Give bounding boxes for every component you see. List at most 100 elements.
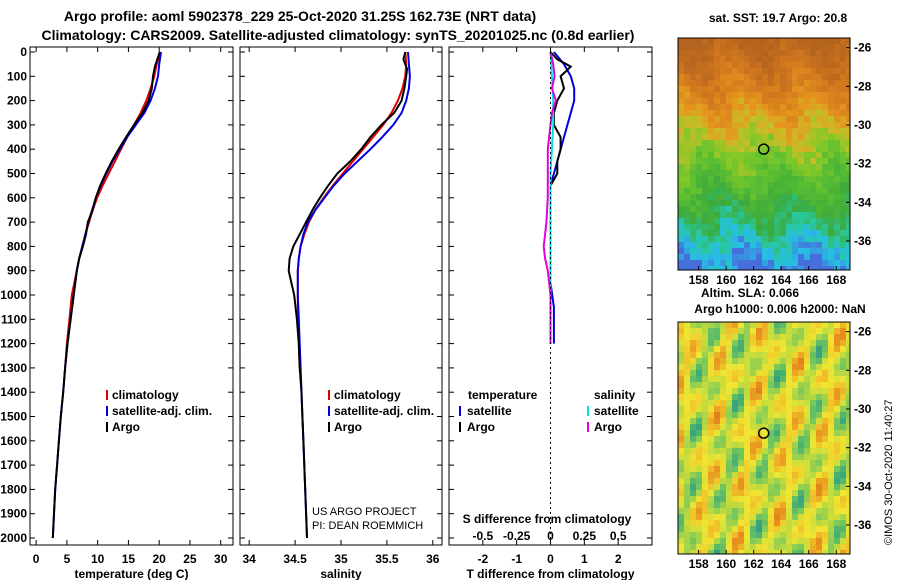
map-cell xyxy=(768,550,774,554)
map-cell xyxy=(714,122,720,128)
map-cell xyxy=(690,406,696,412)
map-cell xyxy=(804,508,810,514)
map-cell xyxy=(804,370,810,376)
map-cell xyxy=(690,164,696,170)
map-cell xyxy=(798,358,804,364)
map-cell xyxy=(846,56,850,62)
map-cell xyxy=(720,328,726,334)
map-cell xyxy=(792,322,798,328)
map-cell xyxy=(684,110,690,116)
map-cell xyxy=(744,110,750,116)
y-tick-label: 700 xyxy=(7,215,27,229)
x-axis-label: temperature (deg C) xyxy=(74,567,188,580)
map-cell xyxy=(834,496,840,502)
map-cell xyxy=(720,430,726,436)
map-cell xyxy=(840,56,846,62)
map-cell xyxy=(816,218,822,224)
map-cell xyxy=(792,346,798,352)
map-cell xyxy=(792,218,798,224)
map-cell xyxy=(684,182,690,188)
map-cell xyxy=(840,242,846,248)
map-cell xyxy=(780,520,786,526)
map-cell xyxy=(732,254,738,260)
x-tick-label: 35.5 xyxy=(375,552,399,566)
map-cell xyxy=(816,550,822,554)
map-cell xyxy=(798,128,804,134)
map-cell xyxy=(726,158,732,164)
map-cell xyxy=(768,218,774,224)
map-cell xyxy=(834,484,840,490)
map-cell xyxy=(738,340,744,346)
map-cell xyxy=(726,146,732,152)
map-cell xyxy=(732,340,738,346)
map-cell xyxy=(762,514,768,520)
map-cell xyxy=(762,436,768,442)
map-cell xyxy=(786,550,792,554)
map-cell xyxy=(762,454,768,460)
map-cell xyxy=(684,352,690,358)
map-cell xyxy=(798,526,804,532)
map-cell xyxy=(846,236,850,242)
map-cell xyxy=(714,200,720,206)
map-cell xyxy=(804,418,810,424)
map-cell xyxy=(756,376,762,382)
map-cell xyxy=(804,68,810,74)
map-cell xyxy=(720,236,726,242)
map-cell xyxy=(768,248,774,254)
map-cell xyxy=(678,526,684,532)
map-cell xyxy=(762,182,768,188)
map-cell xyxy=(834,146,840,152)
map-cell xyxy=(732,146,738,152)
map-cell xyxy=(702,454,708,460)
map-cell xyxy=(822,490,828,496)
map-cell xyxy=(810,364,816,370)
map-cell xyxy=(738,442,744,448)
map-cell xyxy=(756,254,762,260)
map-cell xyxy=(846,152,850,158)
map-cell xyxy=(798,152,804,158)
map-cell xyxy=(744,424,750,430)
map-cell xyxy=(810,86,816,92)
map-cell xyxy=(804,80,810,86)
map-cell xyxy=(792,260,798,266)
map-cell xyxy=(702,412,708,418)
map-cell xyxy=(846,206,850,212)
map-cell xyxy=(702,532,708,538)
map-cell xyxy=(762,352,768,358)
map-cell xyxy=(738,382,744,388)
map-cell xyxy=(756,182,762,188)
map-cell xyxy=(774,454,780,460)
map-cell xyxy=(678,56,684,62)
map-cell xyxy=(678,382,684,388)
legend-label-argo: Argo xyxy=(334,420,362,434)
map-cell xyxy=(690,116,696,122)
map-cell xyxy=(678,194,684,200)
map-cell xyxy=(708,364,714,370)
map-cell xyxy=(768,430,774,436)
map-cell xyxy=(714,394,720,400)
map-cell xyxy=(708,526,714,532)
map-cell xyxy=(750,158,756,164)
map-cell xyxy=(678,44,684,50)
map-cell xyxy=(756,86,762,92)
map-cell xyxy=(720,460,726,466)
map-cell xyxy=(744,254,750,260)
map-cell xyxy=(768,400,774,406)
map-cell xyxy=(696,544,702,550)
map-cell xyxy=(744,146,750,152)
map-cell xyxy=(750,400,756,406)
map-cell xyxy=(816,266,822,270)
map-cell xyxy=(768,364,774,370)
map-cell xyxy=(690,532,696,538)
map-cell xyxy=(792,550,798,554)
map-cell xyxy=(780,56,786,62)
title-line-2: Climatology: CARS2009. Satellite-adjuste… xyxy=(42,27,635,43)
map-cell xyxy=(786,490,792,496)
map-cell xyxy=(822,394,828,400)
map-y-tick-label: -30 xyxy=(854,118,872,132)
map-cell xyxy=(726,86,732,92)
map-cell xyxy=(744,382,750,388)
map-cell xyxy=(726,68,732,74)
map-cell xyxy=(792,436,798,442)
map-cell xyxy=(846,200,850,206)
